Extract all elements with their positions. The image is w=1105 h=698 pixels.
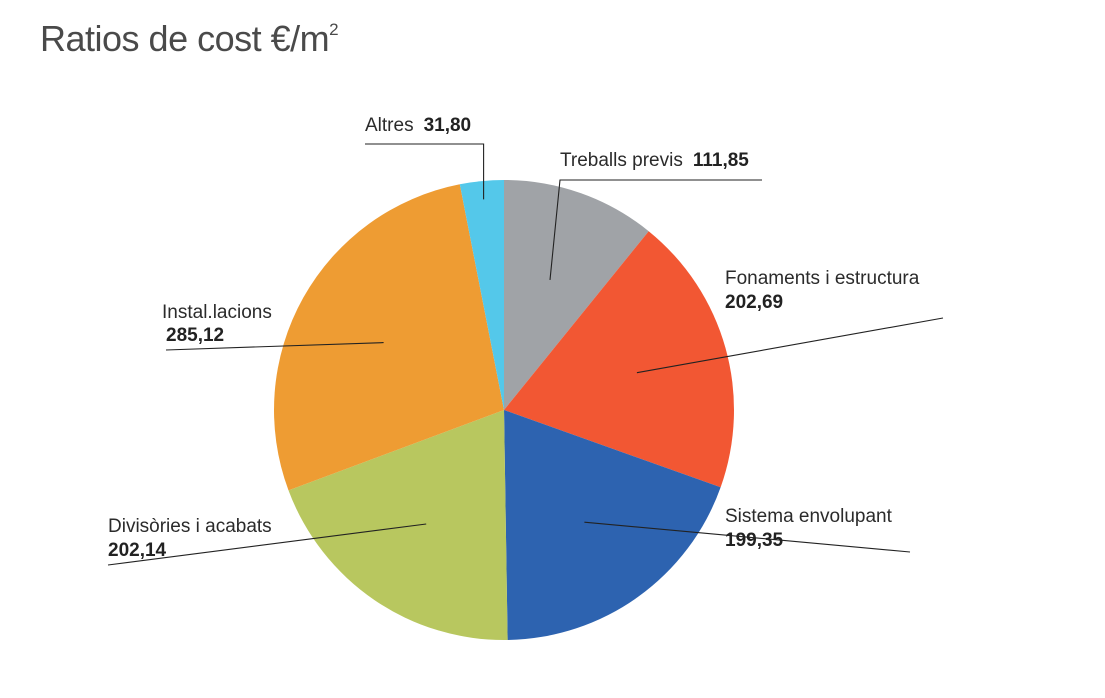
slice-label-name: Fonaments i estructura (725, 268, 920, 289)
leader-line (636, 317, 944, 374)
slice-label-value: 199,35 (725, 530, 784, 551)
slice-labels: Treballs previs 111,85 Fonaments i estruct… (108, 115, 920, 561)
slice-label-value: 31,80 (424, 115, 472, 136)
chart-title-text: Ratios de cost €/m (40, 18, 330, 59)
slice-label-value: 111,85 (693, 150, 749, 171)
slice-label-name: Altres (365, 115, 414, 136)
leader-line (584, 521, 911, 553)
leader-line (365, 143, 485, 200)
pie-slice-divis-ries-i-acabats (288, 410, 508, 640)
pie-slice-altres (459, 180, 504, 410)
slice-label-name: Divisòries i acabats (108, 516, 272, 537)
slice-label-name: Treballs previs (560, 150, 683, 171)
leader-line (165, 342, 384, 351)
slice-label-value: 202,69 (725, 292, 783, 313)
pie-slice-instal-lacions (274, 184, 504, 491)
pie-slice-fonaments-i-estructura (504, 231, 734, 488)
pie-slice-treballs-previs (504, 180, 649, 410)
pie-slices (274, 180, 734, 640)
chart-title-superscript: 2 (329, 20, 339, 39)
chart-title: Ratios de cost €/m2 (40, 18, 339, 60)
slice-label-value: 285,12 (166, 325, 224, 346)
leader-lines (107, 143, 944, 566)
leader-line (549, 179, 762, 280)
slice-label-name: Instal.lacions (162, 302, 272, 323)
slice-label-name: Sistema envolupant (725, 506, 893, 527)
slice-label-value: 202,14 (108, 540, 167, 561)
leader-line (107, 523, 427, 566)
